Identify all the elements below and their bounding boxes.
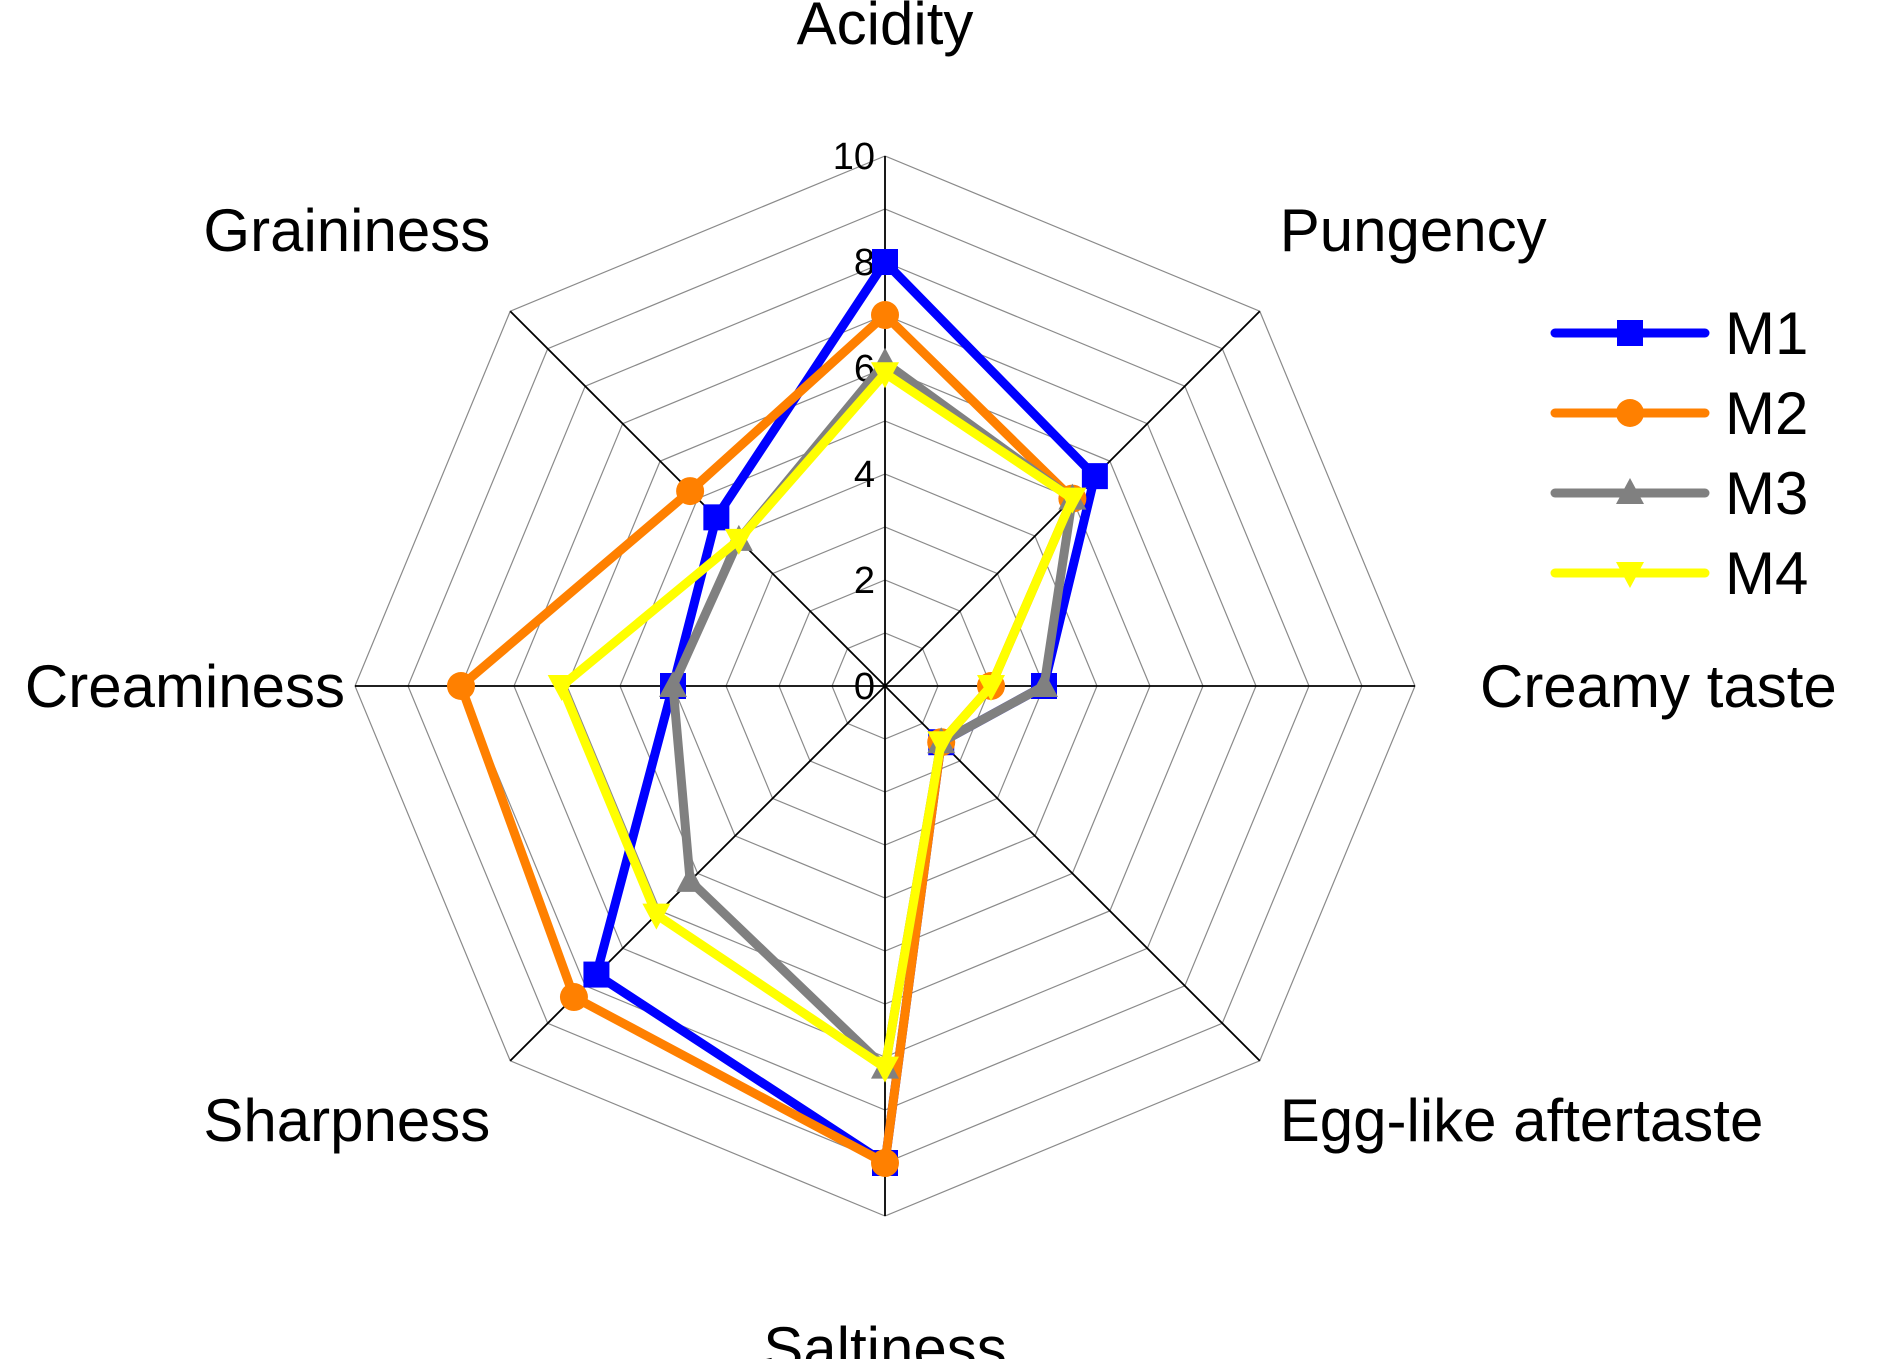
data-point-m4-acidity xyxy=(871,362,899,389)
legend-marker-m4 xyxy=(1616,562,1644,588)
data-point-m2-graininess xyxy=(676,477,705,506)
legend-item-m1: M1 xyxy=(1550,300,1808,367)
data-point-m4-graininess xyxy=(724,528,753,555)
data-point-m1-pungency xyxy=(1081,463,1108,490)
data-point-m2-acidity xyxy=(871,301,899,329)
legend-marker-m3 xyxy=(1616,478,1644,504)
data-point-m4-egg-like-aftertaste xyxy=(927,731,956,758)
axis-labels: Acidity Pungency Creamy taste Egg-like afte… xyxy=(25,0,1837,1359)
series-m2 xyxy=(447,301,1087,1177)
tick-label: 8 xyxy=(854,242,875,284)
data-point-m2-sharpness xyxy=(559,983,588,1012)
legend-item-m3: M3 xyxy=(1550,460,1808,527)
data-point-m2-creaminess xyxy=(447,672,475,700)
axis-label-creamy-taste: Creamy taste xyxy=(1480,653,1837,720)
data-point-m2-saltiness xyxy=(871,1149,899,1177)
series-layer xyxy=(447,249,1108,1177)
axis-label-graininess: Graininess xyxy=(203,197,490,264)
legend: M1 M2 M3 M4 xyxy=(1550,300,1808,607)
tick-label: 4 xyxy=(854,454,875,496)
data-point-m4-creamy-taste xyxy=(977,675,1005,701)
tick-label: 10 xyxy=(833,136,875,178)
data-point-m3-creaminess xyxy=(659,671,687,697)
legend-marker-m2 xyxy=(1616,399,1644,427)
tick-label: 2 xyxy=(854,560,875,602)
legend-item-m2: M2 xyxy=(1550,380,1808,447)
legend-label-m2: M2 xyxy=(1725,380,1808,447)
axis-label-egg-like-aftertaste: Egg-like aftertaste xyxy=(1280,1087,1764,1154)
legend-label-m1: M1 xyxy=(1725,300,1808,367)
data-point-m3-creamy-taste xyxy=(1030,671,1058,697)
series-m4 xyxy=(547,362,1087,1083)
series-line-m4 xyxy=(557,368,1077,1073)
data-point-m1-acidity xyxy=(872,249,898,275)
data-point-m4-sharpness xyxy=(642,903,671,930)
legend-item-m4: M4 xyxy=(1550,540,1808,607)
axis-label-sharpness: Sharpness xyxy=(203,1087,490,1154)
data-point-m1-graininess xyxy=(703,504,730,531)
legend-label-m4: M4 xyxy=(1725,540,1808,607)
tick-label: 0 xyxy=(854,666,875,708)
axis-label-creaminess: Creaminess xyxy=(25,653,345,720)
data-point-m1-sharpness xyxy=(583,961,610,988)
axis-label-acidity: Acidity xyxy=(797,0,974,57)
data-point-m4-saltiness xyxy=(871,1056,899,1083)
axis-label-pungency: Pungency xyxy=(1280,197,1547,264)
axis-label-saltiness: Saltiness xyxy=(763,1315,1006,1359)
legend-label-m3: M3 xyxy=(1725,460,1808,527)
data-point-m4-creaminess xyxy=(547,675,576,701)
data-point-m3-sharpness xyxy=(676,865,705,892)
data-point-m4-pungency xyxy=(1058,487,1087,514)
legend-marker-m1 xyxy=(1617,320,1643,346)
